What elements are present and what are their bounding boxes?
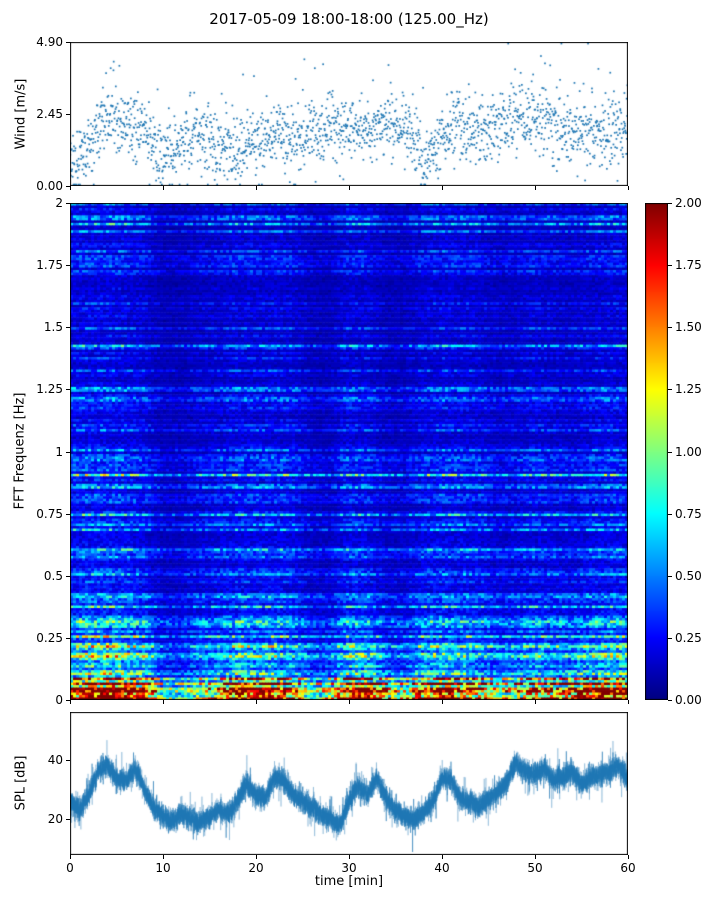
colorbar-tick-label: 1.50: [675, 320, 702, 334]
tick-mark: [668, 452, 672, 453]
tick-mark: [668, 327, 672, 328]
colorbar: [645, 203, 668, 700]
tick-mark: [70, 186, 71, 190]
tick-mark: [66, 760, 70, 761]
tick-mark: [668, 203, 672, 204]
tick-mark: [349, 855, 350, 859]
tick-mark: [163, 186, 164, 190]
tick-mark: [442, 855, 443, 859]
tick-mark: [256, 855, 257, 859]
colorbar-tick-label: 1.00: [675, 445, 702, 459]
colorbar-tick-label: 1.75: [675, 258, 702, 272]
tick-mark: [668, 265, 672, 266]
tick-mark: [628, 186, 629, 190]
y-tick-label: 0: [55, 693, 63, 707]
y-tick-label: 20: [47, 812, 63, 826]
tick-mark: [668, 638, 672, 639]
figure-title: 2017-05-09 18:00-18:00 (125.00_Hz): [209, 10, 489, 28]
tick-mark: [66, 42, 70, 43]
tick-mark: [66, 203, 70, 204]
tick-mark: [163, 855, 164, 859]
tick-mark: [66, 327, 70, 328]
y-tick-label: 2.45: [36, 107, 63, 121]
tick-mark: [163, 700, 164, 704]
x-axis-label: time [min]: [314, 874, 384, 889]
tick-mark: [66, 389, 70, 390]
tick-mark: [70, 700, 71, 704]
y-tick-label: 1: [55, 445, 63, 459]
tick-mark: [66, 819, 70, 820]
tick-mark: [668, 389, 672, 390]
tick-mark: [442, 186, 443, 190]
colorbar-tick-label: 2.00: [675, 196, 702, 210]
tick-mark: [535, 855, 536, 859]
tick-mark: [349, 700, 350, 704]
tick-mark: [256, 700, 257, 704]
tick-mark: [668, 700, 672, 701]
y-tick-label: 0.5: [43, 569, 63, 583]
y-tick-label: 1.25: [36, 382, 63, 396]
colorbar-tick-label: 1.25: [675, 382, 702, 396]
spl-line-plot: [70, 712, 628, 855]
tick-mark: [70, 855, 71, 859]
tick-mark: [628, 700, 629, 704]
x-tick-label: 0: [66, 861, 74, 875]
tick-mark: [66, 700, 70, 701]
y-tick-label: 1.5: [43, 320, 63, 334]
tick-mark: [66, 114, 70, 115]
y-tick-label: 1.75: [36, 258, 63, 272]
tick-mark: [535, 186, 536, 190]
tick-mark: [668, 576, 672, 577]
tick-mark: [66, 638, 70, 639]
y-tick-label: 40: [47, 753, 63, 767]
x-tick-label: 10: [155, 861, 171, 875]
wind-scatter-plot: [70, 42, 628, 186]
y-tick-label: 4.90: [36, 35, 63, 49]
x-tick-label: 60: [620, 861, 636, 875]
tick-mark: [66, 452, 70, 453]
y-tick-label: 0.00: [36, 179, 63, 193]
tick-mark: [349, 186, 350, 190]
tick-mark: [66, 576, 70, 577]
x-tick-label: 40: [434, 861, 450, 875]
x-tick-label: 50: [527, 861, 543, 875]
fft-spectrogram-heatmap: [70, 203, 628, 700]
tick-mark: [668, 514, 672, 515]
y-tick-label: 2: [55, 196, 63, 210]
colorbar-tick-label: 0.00: [675, 693, 702, 707]
tick-mark: [628, 855, 629, 859]
tick-mark: [66, 186, 70, 187]
y-tick-label: 0.75: [36, 507, 63, 521]
colorbar-tick-label: 0.75: [675, 507, 702, 521]
x-tick-label: 20: [248, 861, 264, 875]
colorbar-tick-label: 0.50: [675, 569, 702, 583]
tick-mark: [66, 514, 70, 515]
tick-mark: [442, 700, 443, 704]
tick-mark: [66, 265, 70, 266]
colorbar-tick-label: 0.25: [675, 631, 702, 645]
y-tick-label: 0.25: [36, 631, 63, 645]
tick-mark: [535, 700, 536, 704]
tick-mark: [256, 186, 257, 190]
x-tick-label: 30: [341, 861, 357, 875]
